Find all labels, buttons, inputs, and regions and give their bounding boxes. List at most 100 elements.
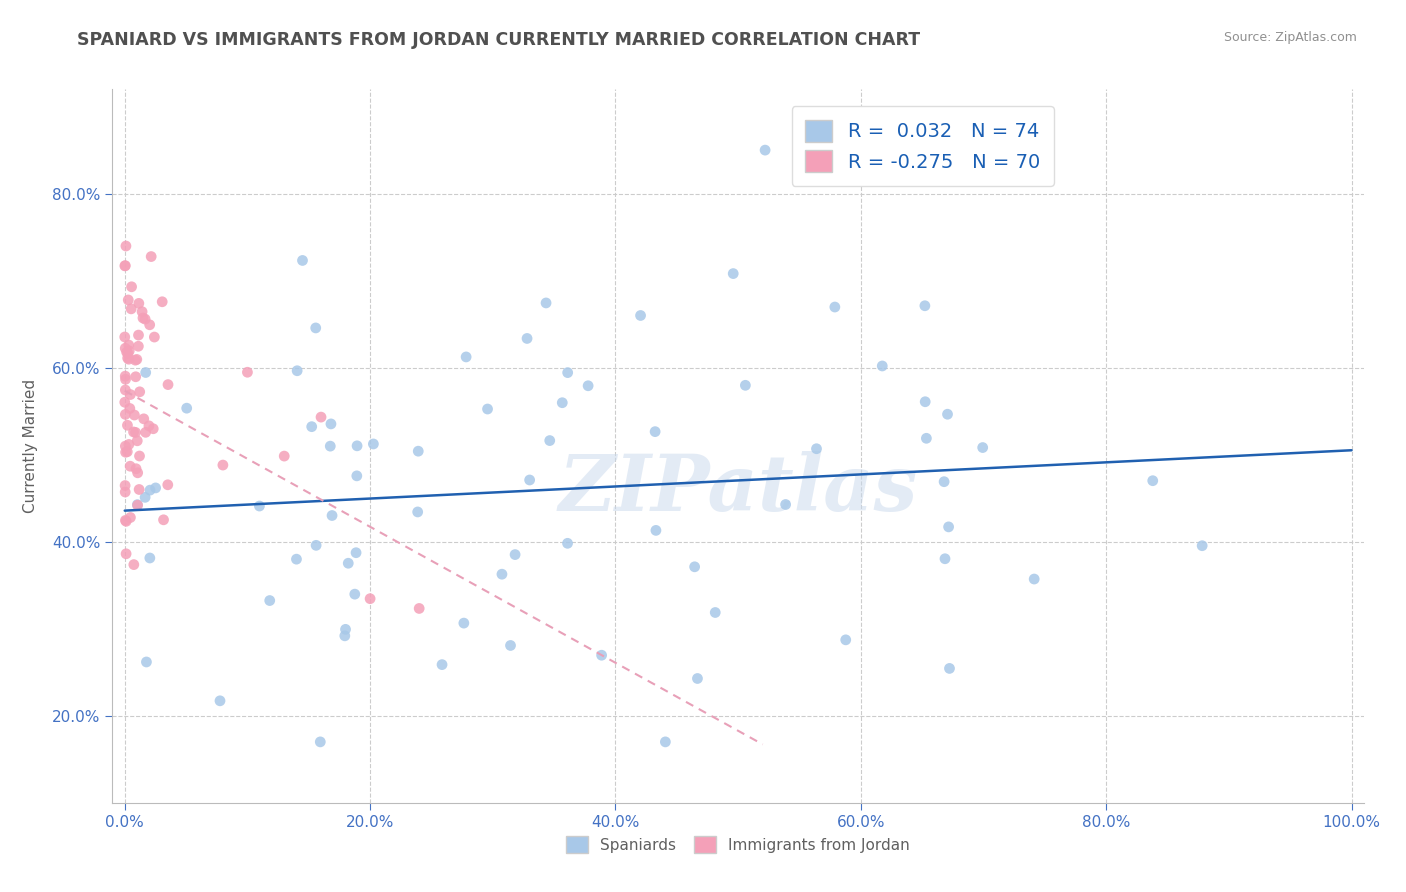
Legend: Spaniards, Immigrants from Jordan: Spaniards, Immigrants from Jordan [561, 830, 915, 859]
Point [538, 434, 561, 448]
Point [644, 425, 666, 439]
Point [870, 359, 893, 373]
Point [128, 384, 150, 399]
Point [938, 520, 960, 534]
Point [157, 377, 180, 392]
Point [139, 551, 162, 566]
Point [114, 408, 136, 422]
Point [127, 498, 149, 512]
Point [124, 408, 146, 422]
Point [120, 459, 142, 474]
Point [645, 524, 668, 538]
Point [134, 312, 156, 326]
Point [135, 425, 157, 440]
Point [309, 735, 332, 749]
Point [114, 330, 136, 344]
Point [654, 735, 676, 749]
Point [516, 331, 538, 345]
Point [499, 639, 522, 653]
Point [115, 514, 138, 528]
Point [115, 239, 138, 253]
Point [806, 442, 828, 456]
Point [117, 293, 139, 307]
Point [319, 439, 342, 453]
Point [135, 366, 157, 380]
Point [114, 439, 136, 453]
Point [534, 296, 557, 310]
Point [143, 330, 166, 344]
Point [305, 321, 328, 335]
Point [430, 657, 453, 672]
Point [551, 395, 574, 409]
Point [491, 567, 513, 582]
Point [934, 551, 956, 566]
Point [114, 485, 136, 500]
Point [120, 510, 142, 524]
Point [114, 259, 136, 273]
Point [932, 475, 955, 489]
Point [938, 661, 960, 675]
Point [128, 483, 150, 497]
Point [1191, 539, 1213, 553]
Point [114, 259, 136, 273]
Point [128, 449, 150, 463]
Point [453, 616, 475, 631]
Point [145, 481, 167, 495]
Point [150, 294, 173, 309]
Y-axis label: Currently Married: Currently Married [24, 379, 38, 513]
Point [477, 402, 499, 417]
Point [914, 299, 936, 313]
Point [285, 552, 308, 566]
Point [335, 623, 357, 637]
Point [686, 672, 709, 686]
Point [114, 383, 136, 397]
Point [337, 556, 360, 570]
Point [363, 437, 385, 451]
Point [152, 513, 174, 527]
Point [208, 694, 231, 708]
Point [127, 466, 149, 480]
Point [132, 412, 155, 426]
Point [285, 364, 308, 378]
Point [291, 253, 314, 268]
Point [775, 498, 797, 512]
Point [734, 378, 756, 392]
Point [124, 425, 146, 440]
Point [127, 434, 149, 448]
Point [138, 418, 160, 433]
Point [115, 345, 138, 359]
Point [936, 407, 959, 421]
Point [139, 483, 162, 497]
Point [249, 499, 271, 513]
Text: SPANIARD VS IMMIGRANTS FROM JORDAN CURRENTLY MARRIED CORRELATION CHART: SPANIARD VS IMMIGRANTS FROM JORDAN CURRE… [77, 31, 921, 49]
Text: Source: ZipAtlas.com: Source: ZipAtlas.com [1223, 31, 1357, 45]
Point [704, 606, 727, 620]
Point [118, 338, 141, 352]
Point [118, 437, 141, 451]
Point [591, 648, 613, 663]
Point [972, 441, 994, 455]
Point [915, 431, 938, 445]
Point [117, 418, 139, 433]
Point [114, 478, 136, 492]
Point [683, 559, 706, 574]
Point [359, 591, 381, 606]
Point [114, 395, 136, 409]
Point [236, 365, 259, 379]
Point [118, 352, 141, 367]
Point [128, 296, 150, 310]
Point [114, 445, 136, 459]
Point [824, 300, 846, 314]
Point [118, 343, 141, 358]
Point [114, 513, 136, 527]
Point [408, 601, 430, 615]
Point [117, 351, 139, 365]
Point [319, 417, 342, 431]
Point [115, 547, 138, 561]
Point [343, 587, 366, 601]
Point [127, 339, 149, 353]
Point [406, 505, 429, 519]
Point [114, 369, 136, 384]
Point [122, 558, 145, 572]
Point [630, 309, 652, 323]
